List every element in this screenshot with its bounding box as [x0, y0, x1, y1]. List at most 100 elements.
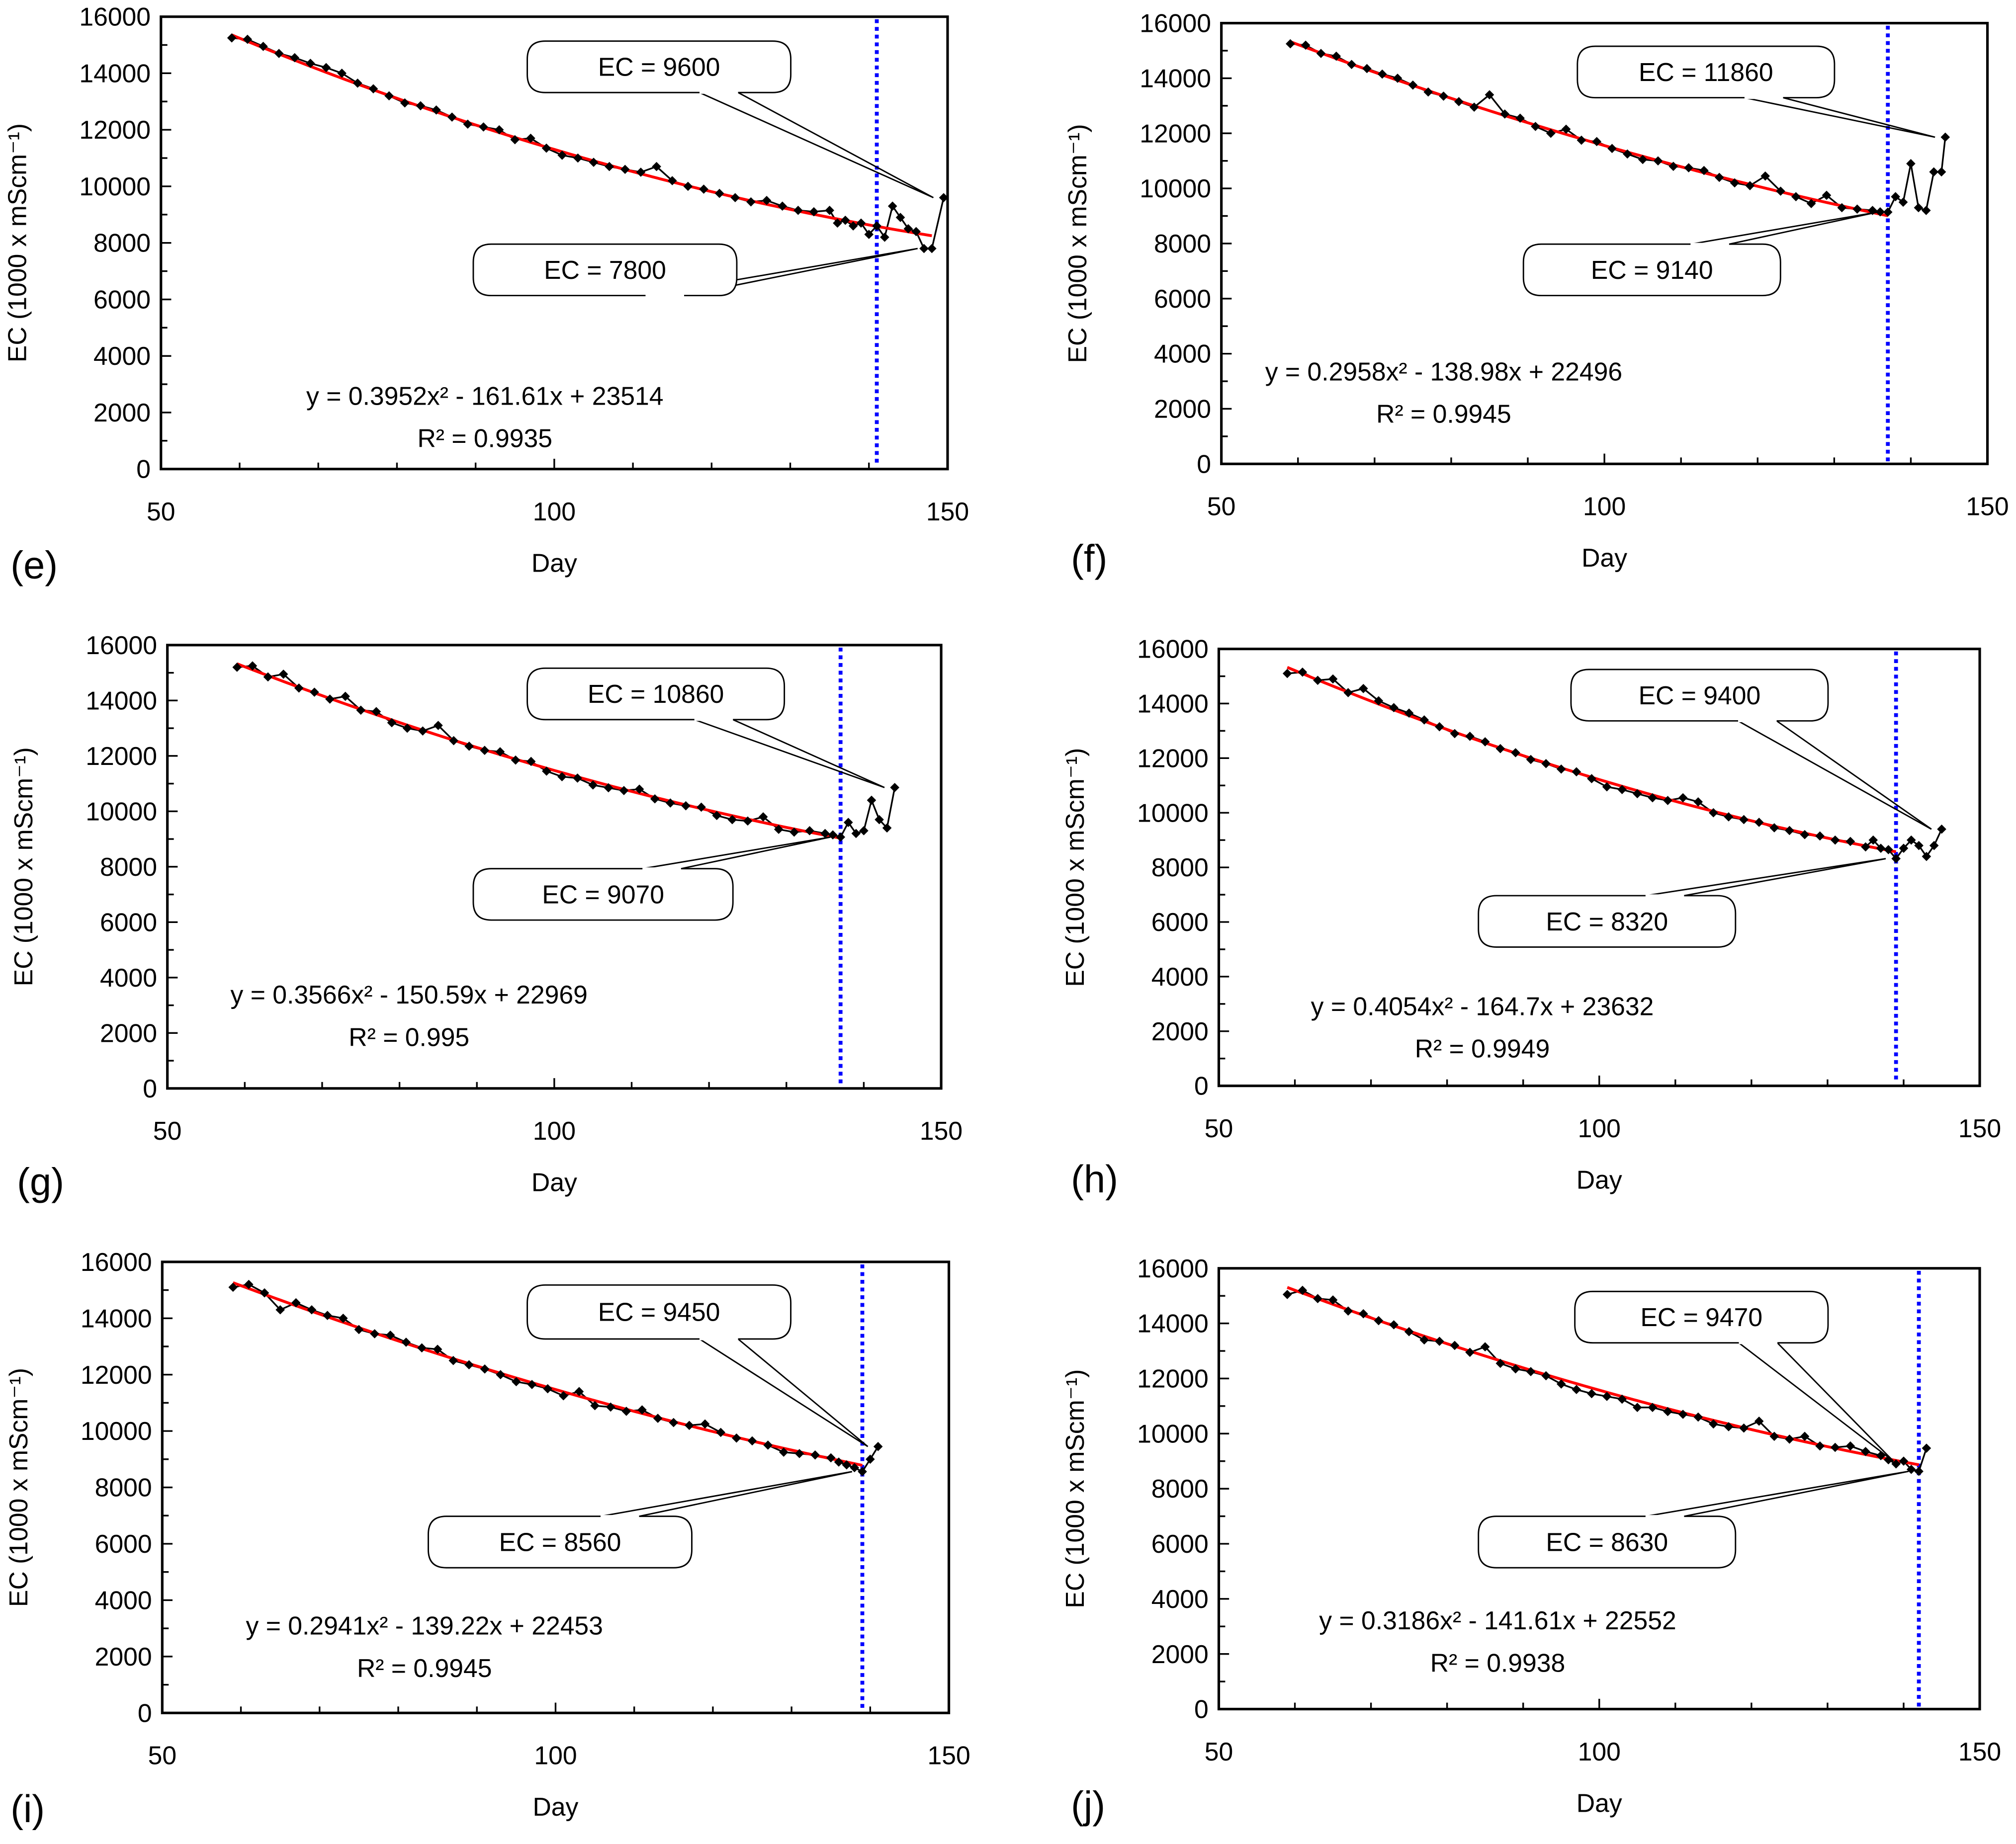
y-tick-label: 14000 [79, 59, 151, 87]
fit-equation: y = 0.2958x² - 138.98x + 22496 [1265, 357, 1622, 386]
data-point [588, 780, 598, 790]
data-point [402, 723, 412, 733]
data-point [1495, 744, 1505, 754]
data-point [667, 176, 677, 185]
data-point [1914, 840, 1924, 850]
x-axis-label: Day [532, 1792, 578, 1821]
y-tick-label: 4000 [1151, 1585, 1209, 1613]
callout-final-pointer [1738, 720, 1932, 830]
data-point [1500, 109, 1510, 119]
data-point [368, 84, 378, 93]
data-point [1328, 674, 1338, 684]
data-point [228, 1282, 238, 1292]
data-point [291, 1298, 301, 1308]
y-axis-label: EC (1000 x mScm⁻¹) [2, 123, 31, 362]
callout-final-pointer [1744, 97, 1935, 138]
callout-final-label: EC = 9470 [1640, 1303, 1762, 1332]
data-point [387, 718, 397, 728]
data-point [323, 1311, 332, 1320]
data-point [669, 1418, 679, 1427]
data-point [352, 78, 362, 88]
data-point [866, 1454, 875, 1464]
fit-equation: y = 0.4054x² - 164.7x + 23632 [1311, 992, 1654, 1020]
data-point [1754, 1417, 1764, 1426]
y-tick-label: 6000 [100, 908, 157, 936]
callout-cutoff-label: EC = 8560 [499, 1528, 621, 1557]
panel-e: 0 2000 4000 6000 8000 10000 12000 14000 16000 50 1… [2, 2, 969, 587]
y-tick-label: 6000 [95, 1529, 152, 1558]
callout-final-box [1574, 1290, 1829, 1344]
data-point [1875, 207, 1885, 217]
y-tick-label: 4000 [1154, 339, 1211, 368]
data-point [480, 1364, 490, 1374]
callout-cutoff-box [1522, 243, 1781, 297]
data-point [1884, 845, 1893, 854]
data-point [1806, 199, 1816, 208]
y-tick-label: 2000 [1154, 395, 1211, 423]
data-point [1663, 1407, 1672, 1417]
data-point [1316, 49, 1326, 58]
y-axis-label: EC (1000 x mScm⁻¹) [1060, 1369, 1089, 1608]
callout-final-pointer [699, 91, 934, 198]
data-point [778, 201, 788, 211]
data-point [1515, 113, 1525, 123]
y-tick-label: 8000 [93, 229, 151, 257]
x-axis-label: Day [1581, 543, 1627, 572]
data-point [864, 230, 874, 239]
y-tick-label: 4000 [93, 341, 151, 370]
y-axis-label: EC (1000 x mScm⁻¹) [4, 1368, 33, 1607]
data-point [1921, 206, 1931, 215]
data-point [856, 218, 866, 228]
data-point [1709, 1419, 1718, 1429]
data-point [1592, 137, 1602, 147]
x-axis-label: Day [1577, 1165, 1622, 1194]
data-point [732, 1433, 741, 1443]
data-point [511, 755, 521, 765]
x-tick-label: 100 [534, 1741, 577, 1770]
data-point [1298, 1285, 1308, 1295]
data-point [1423, 87, 1433, 97]
data-point [1374, 1316, 1384, 1326]
panel-label: (f) [1071, 537, 1107, 580]
x-tick-label: 150 [1958, 1114, 2001, 1143]
r-squared: R² = 0.9938 [1430, 1649, 1566, 1677]
y-tick-label: 4000 [100, 963, 157, 992]
data-point [1362, 64, 1372, 74]
data-point [557, 151, 567, 160]
fit-curve [236, 662, 841, 840]
fit-curve [1290, 40, 1888, 217]
data-point [1648, 1403, 1658, 1412]
callout-cutoff-box [472, 868, 734, 921]
data-point [573, 773, 582, 783]
y-tick-label: 16000 [79, 2, 151, 31]
data-point [895, 213, 905, 222]
x-tick-label: 50 [147, 497, 175, 526]
data-point [809, 207, 819, 217]
data-point [828, 830, 838, 840]
y-tick-label: 14000 [86, 686, 157, 715]
callout-final-box [1577, 45, 1836, 98]
fit-equation: y = 0.3952x² - 161.61x + 23514 [306, 381, 663, 410]
data-point [1469, 102, 1479, 112]
data-point [619, 786, 629, 795]
data-point [1435, 722, 1444, 732]
data-point [714, 188, 724, 198]
data-point [604, 783, 614, 793]
x-tick-label: 150 [926, 497, 969, 526]
data-point [464, 1360, 474, 1370]
callout-final-box [526, 667, 786, 721]
data-point [541, 143, 551, 153]
data-point [880, 232, 889, 242]
data-point [927, 244, 937, 253]
y-tick-label: 12000 [79, 115, 151, 144]
data-point [681, 801, 691, 811]
callout-cutoff-box [1478, 895, 1737, 948]
data-point [573, 153, 583, 163]
y-tick-label: 4000 [95, 1586, 152, 1615]
y-tick-label: 6000 [93, 285, 151, 314]
data-point [820, 829, 830, 838]
r-squared: R² = 0.9945 [1376, 400, 1511, 428]
fit-equation: y = 0.3566x² - 150.59x + 22969 [231, 980, 588, 1009]
data-point [1653, 156, 1663, 166]
panel-label: (g) [17, 1161, 64, 1203]
